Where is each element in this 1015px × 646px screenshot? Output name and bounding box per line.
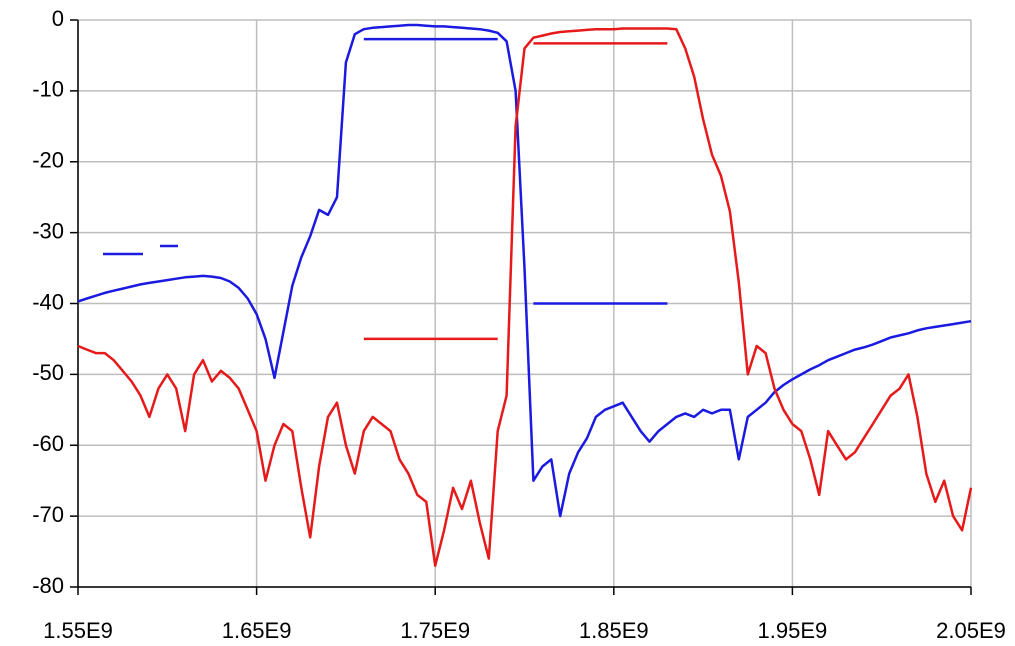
y-tick-label: -60 — [32, 431, 64, 456]
y-tick-label: -50 — [32, 360, 64, 385]
y-tick-label: -40 — [32, 289, 64, 314]
series-line — [77, 23, 972, 518]
y-tick-label: 0 — [52, 6, 64, 31]
y-tick-label: -20 — [32, 148, 64, 173]
x-tick-label: 1.95E9 — [758, 618, 828, 643]
y-tick-label: -80 — [32, 573, 64, 598]
x-tick-label: 1.65E9 — [222, 618, 292, 643]
x-tick-label: 2.05E9 — [936, 618, 1006, 643]
x-tick-label: 1.85E9 — [579, 618, 649, 643]
series-line — [77, 27, 973, 567]
x-tick-label: 1.75E9 — [400, 618, 470, 643]
x-tick-label: 1.55E9 — [43, 618, 113, 643]
y-tick-label: -70 — [32, 502, 64, 527]
y-tick-label: -10 — [32, 77, 64, 102]
y-tick-label: -30 — [32, 218, 64, 243]
